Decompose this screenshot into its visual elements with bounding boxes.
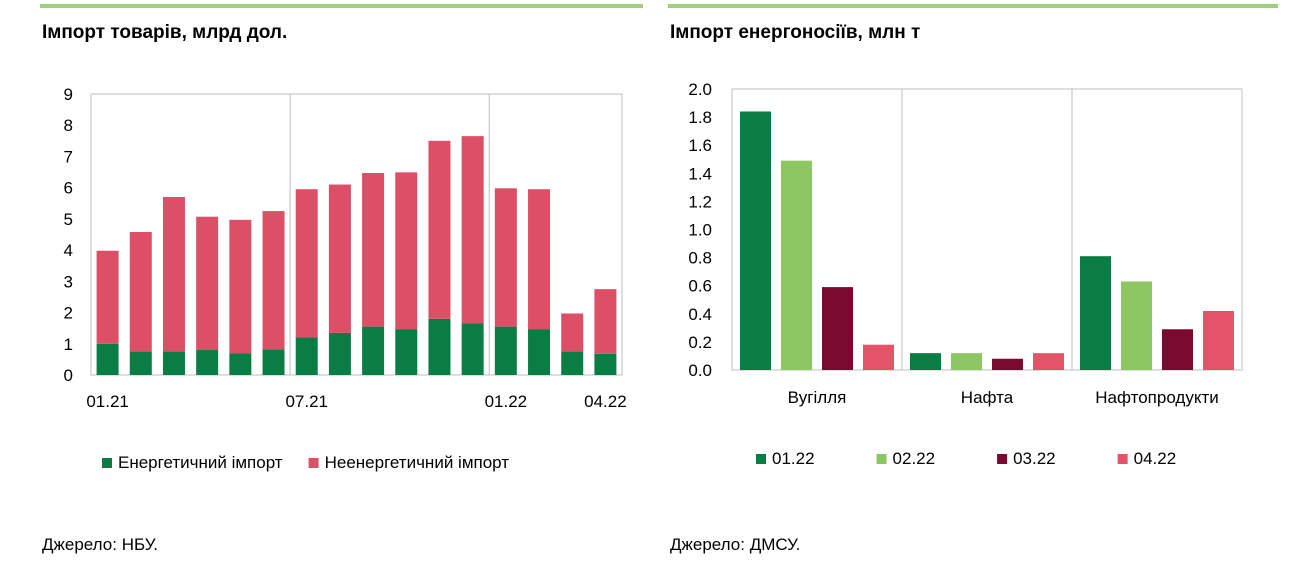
energy-import-chart: 0.0 0.2 0.4 0.6 0.8 1.0 1.2 1.4 1.6 1.8 2.0 Вугілля… xyxy=(688,80,1243,468)
x-category-label: Нафтопродукти xyxy=(1095,388,1218,407)
bar-energy-11.21 xyxy=(428,318,451,375)
bar-energy-08.21 xyxy=(328,332,351,375)
legend-label-non_energy: Неенергетичний імпорт xyxy=(325,453,510,472)
bar-energy-02.22 xyxy=(528,329,551,375)
legend-label-energy: Енергетичний імпорт xyxy=(118,453,283,472)
bar-02.22-Нафтопродукти xyxy=(1121,281,1152,370)
bar-04.22-Нафтопродукти xyxy=(1203,310,1234,370)
bar-01.22-Вугілля xyxy=(740,111,771,371)
legend-swatch-energy xyxy=(102,458,112,468)
top-accent-line-right xyxy=(668,4,1278,8)
x-tick-label: 01.21 xyxy=(86,392,129,411)
legend-label-02.22: 02.22 xyxy=(893,449,936,468)
y-tick-label: 1.6 xyxy=(688,136,712,155)
y-tick-label: 0.6 xyxy=(688,277,712,296)
bar-non_energy-01.22 xyxy=(494,188,517,327)
bar-04.22-Нафта xyxy=(1033,353,1064,370)
y-tick-label: 0.2 xyxy=(688,333,712,352)
bar-04.22-Вугілля xyxy=(863,344,894,370)
bar-energy-01.21 xyxy=(96,343,119,375)
legend-swatch-03.22 xyxy=(997,454,1008,464)
bar-energy-03.22 xyxy=(561,351,584,375)
y-tick-label: 1.4 xyxy=(688,164,712,183)
y-tick-label: 1 xyxy=(64,335,73,354)
y-tick-label: 0.4 xyxy=(688,305,712,324)
y-tick-label: 0 xyxy=(64,366,73,385)
x-category-label: Нафта xyxy=(961,388,1014,407)
legend-label-04.22: 04.22 xyxy=(1134,449,1177,468)
bar-02.22-Вугілля xyxy=(781,160,812,370)
y-tick-label: 9 xyxy=(64,85,73,104)
bar-non_energy-04.21 xyxy=(196,216,219,351)
bar-03.22-Нафтопродукти xyxy=(1162,329,1193,370)
bar-non_energy-07.21 xyxy=(295,189,318,338)
bar-01.22-Нафта xyxy=(910,353,941,370)
bar-03.22-Нафта xyxy=(992,358,1023,370)
bar-non_energy-10.21 xyxy=(395,172,418,330)
bar-energy-07.21 xyxy=(295,337,318,375)
y-tick-label: 0.8 xyxy=(688,249,712,268)
legend-label-03.22: 03.22 xyxy=(1013,449,1056,468)
y-tick-label: 8 xyxy=(64,116,73,135)
legend-swatch-non_energy xyxy=(308,458,319,468)
legend-swatch-04.22 xyxy=(1117,454,1128,464)
top-accent-line-left xyxy=(40,4,643,8)
y-tick-label: 2 xyxy=(64,304,73,323)
bar-non_energy-03.21 xyxy=(162,197,185,352)
y-tick-label: 2.0 xyxy=(688,80,712,99)
bar-non_energy-02.21 xyxy=(129,232,152,352)
left-source-note: Джерело: НБУ. xyxy=(42,535,159,554)
y-tick-label: 3 xyxy=(64,272,73,291)
bar-non_energy-08.21 xyxy=(328,184,351,333)
goods-import-chart: 0 1 2 3 4 5 6 7 8 9 01.21 07.21 01.22 04.22 Енергетичн… xyxy=(64,85,627,472)
bar-02.22-Нафта xyxy=(951,353,982,370)
bar-non_energy-06.21 xyxy=(262,211,285,350)
bar-energy-04.21 xyxy=(196,350,219,375)
y-tick-label: 1.8 xyxy=(688,108,712,127)
bar-non_energy-11.21 xyxy=(428,140,451,319)
x-tick-label: 07.21 xyxy=(285,392,328,411)
y-tick-label: 4 xyxy=(64,241,73,260)
bar-energy-05.21 xyxy=(229,353,252,375)
x-tick-label: 04.22 xyxy=(584,392,627,411)
bar-01.22-Нафтопродукти xyxy=(1080,256,1111,370)
bar-energy-10.21 xyxy=(395,329,418,375)
bar-energy-02.21 xyxy=(129,351,152,375)
bar-non_energy-09.21 xyxy=(362,172,385,327)
plot-frame xyxy=(731,88,1243,371)
legend-swatch-01.22 xyxy=(756,454,766,464)
bar-energy-03.21 xyxy=(162,351,185,375)
bar-energy-04.22 xyxy=(594,353,617,375)
right-source-note: Джерело: ДМСУ. xyxy=(670,535,801,554)
bar-energy-12.21 xyxy=(461,323,484,375)
y-tick-label: 1.2 xyxy=(688,192,712,211)
bar-energy-01.22 xyxy=(494,326,517,375)
right-chart-title: Імпорт енергоносіїв, млн т xyxy=(670,22,921,43)
bar-energy-09.21 xyxy=(362,326,385,375)
x-tick-label: 01.22 xyxy=(485,392,528,411)
y-tick-label: 6 xyxy=(64,179,73,198)
y-tick-label: 5 xyxy=(64,210,73,229)
x-category-label: Вугілля xyxy=(788,388,847,407)
left-chart-title: Імпорт товарів, млрд дол. xyxy=(42,22,288,43)
bar-non_energy-02.22 xyxy=(528,189,551,330)
y-tick-label: 7 xyxy=(64,147,73,166)
bar-03.22-Вугілля xyxy=(822,287,853,370)
plot-frame xyxy=(90,93,623,376)
bar-non_energy-01.21 xyxy=(96,250,119,344)
bar-energy-06.21 xyxy=(262,349,285,375)
bar-non_energy-03.22 xyxy=(561,313,584,352)
legend-swatch-02.22 xyxy=(876,454,887,464)
y-tick-label: 1.0 xyxy=(688,221,712,240)
bar-non_energy-05.21 xyxy=(229,219,252,354)
y-tick-label: 0.0 xyxy=(688,361,712,380)
bar-non_energy-04.22 xyxy=(594,289,617,354)
bar-non_energy-12.21 xyxy=(461,136,484,324)
legend-label-01.22: 01.22 xyxy=(772,449,815,468)
